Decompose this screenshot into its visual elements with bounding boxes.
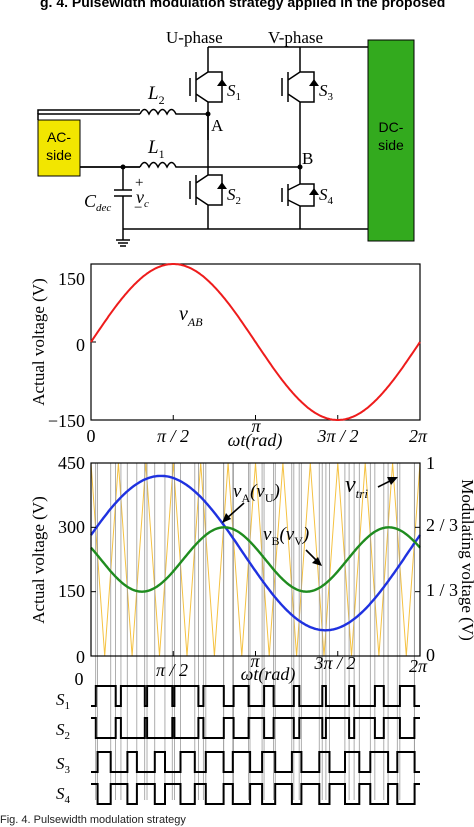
chart-vab: 150 0 −150 0 π / 2 π ωt(rad) 3π / 2 2π A… <box>29 263 428 451</box>
s2-row-label: S2 <box>56 720 70 742</box>
dc-side-label-line2: side <box>378 137 404 153</box>
s3-row-label: S3 <box>56 754 71 776</box>
chart2-ylabel-left: Actual voltage (V) <box>29 496 48 623</box>
vc-minus: − <box>134 200 142 216</box>
chart2-ytick-right-1-3: 1 / 3 <box>426 580 458 600</box>
vab-series-line <box>90 263 421 421</box>
chart1-xtick-pi: π <box>251 416 261 436</box>
chart2-ytick-right-0: 0 <box>426 645 435 665</box>
vc-label: vc <box>136 187 149 210</box>
s3-pulse-train <box>91 751 420 773</box>
s1-pulse-train <box>91 685 420 707</box>
switch-s3 <box>281 63 319 110</box>
switch-s1 <box>189 63 227 114</box>
va-arrow <box>222 502 245 523</box>
chart2-xtick-2pi: 2π <box>409 656 428 676</box>
v-phase-label: V-phase <box>268 28 323 47</box>
s3-label: S3 <box>319 81 334 103</box>
switch-s2 <box>189 167 227 210</box>
va-series-line <box>90 474 421 632</box>
capacitor-cdec <box>114 167 132 229</box>
chart2-xtick-pi2: π / 2 <box>156 660 188 680</box>
chart1-ytick-0: 0 <box>76 335 85 355</box>
chart2-ytick-right-2-3: 2 / 3 <box>426 515 458 535</box>
chart2-ytick-450: 450 <box>58 453 85 473</box>
figure-header: g. 4. Pulsewidth modulation strategy app… <box>40 0 445 10</box>
vb-legend-label: vB(vV) <box>263 524 309 548</box>
chart2-ytick-150: 150 <box>58 581 85 601</box>
chart1-ytick-150: 150 <box>58 269 85 289</box>
chart2-xtick-0: 0 <box>75 669 84 689</box>
chart1-ytick-neg150: −150 <box>48 411 85 431</box>
switching-instant-lines <box>95 463 415 800</box>
chart2-ytick-right-1: 1 <box>426 453 435 473</box>
inductor-l1 <box>139 161 300 169</box>
vab-legend-label: vAB <box>179 303 203 329</box>
cdec-label: Cdec <box>84 191 111 214</box>
switching-signals: S1 S2 S3 S4 <box>56 685 420 806</box>
chart2-xlabel: ωt(rad) <box>241 664 296 685</box>
va-legend-label: vA(vU) <box>233 481 280 505</box>
inductor-l2 <box>139 108 208 116</box>
vtri-legend-label: vtri <box>345 472 368 501</box>
chart2-ytick-300: 300 <box>58 517 85 537</box>
u-phase-label: U-phase <box>166 28 223 47</box>
s4-pulse-train <box>91 783 420 805</box>
node-a-label: A <box>211 116 224 135</box>
chart1-xtick-0: 0 <box>87 426 96 446</box>
chart2-ytick-0: 0 <box>76 647 85 667</box>
s4-label: S4 <box>319 185 334 207</box>
l2-label: L2 <box>147 83 165 107</box>
chart1-xlabel: ωt(rad) <box>228 430 283 451</box>
switch-s4 <box>281 180 319 210</box>
ac-side-label-line2: side <box>46 147 72 163</box>
ac-side-box <box>37 119 81 177</box>
chart1-xtick-2pi: 2π <box>409 426 428 446</box>
s4-row-label: S4 <box>56 784 71 806</box>
dc-side-box <box>367 39 415 242</box>
vc-plus: + <box>135 175 143 191</box>
figure-caption: Fig. 4. Pulsewidth modulation strategy <box>0 814 186 826</box>
node-b-label: B <box>302 149 313 168</box>
ac-side-label-line1: AC- <box>47 129 71 145</box>
chart-pwm: 450 300 150 0 1 2 / 3 1 / 3 0 0 π / 2 π … <box>29 453 474 800</box>
s2-pulse-train <box>91 717 420 739</box>
circuit-diagram: U-phase V-phase AC- side DC- side + <box>37 28 415 247</box>
chart2-xtick-3pi2: 3π / 2 <box>313 653 355 673</box>
chart2-xtick-pi: π <box>250 651 260 671</box>
vb-series-line <box>90 526 421 593</box>
s1-row-label: S1 <box>56 690 70 712</box>
s2-label: S2 <box>227 185 241 207</box>
s1-label: S1 <box>227 81 241 103</box>
vtri-arrow <box>377 477 398 488</box>
chart1-ylabel: Actual voltage (V) <box>29 278 48 405</box>
chart1-xtick-3pi2: 3π / 2 <box>316 426 358 446</box>
l1-label: L1 <box>147 137 165 161</box>
vb-arrow <box>305 549 322 566</box>
chart2-ylabel-right: Modulating voltage (V) <box>458 479 474 640</box>
dc-side-label-line1: DC- <box>379 119 404 135</box>
chart1-xtick-pi2: π / 2 <box>157 426 189 446</box>
